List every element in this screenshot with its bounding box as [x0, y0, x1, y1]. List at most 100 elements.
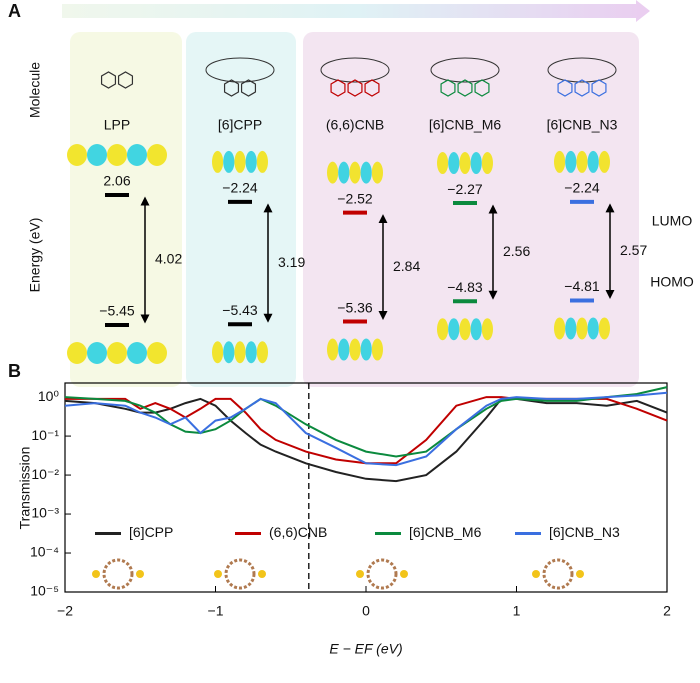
- orbital-lobe: [437, 152, 449, 175]
- orbital-lobe: [256, 150, 268, 173]
- category-label: (6,6)CNB: [326, 117, 384, 133]
- molecule-ring-outline: [547, 57, 617, 83]
- orbital-lobe: [565, 317, 577, 340]
- molecule-ring-outline: [320, 57, 390, 83]
- orbital-lobe: [587, 317, 599, 340]
- legend-label: [6]CNB_M6: [409, 524, 482, 540]
- orbital-lobe: [371, 161, 383, 184]
- molecule-ring: [347, 79, 363, 97]
- molecule-ring: [440, 79, 456, 97]
- level-label: −5.43: [222, 302, 258, 318]
- orbital-lobe: [87, 342, 107, 364]
- orbital-lobe: [256, 341, 268, 364]
- category-label: [6]CPP: [218, 117, 262, 133]
- y-axis-label: Transmission: [17, 447, 33, 530]
- orbital-lobe: [371, 338, 383, 361]
- orbital-lobe: [212, 150, 224, 173]
- orbital-lobe: [598, 150, 611, 173]
- molecule-ring: [574, 79, 590, 97]
- orbital-lobe: [470, 152, 482, 175]
- orbital-lobe: [448, 318, 460, 341]
- orbital-lobe: [327, 338, 339, 361]
- level-label: −2.27: [447, 181, 483, 197]
- orbital-lobe: [107, 144, 127, 166]
- molecule-ring: [223, 79, 240, 97]
- structure-lead: [258, 570, 266, 578]
- panel-bg: [70, 32, 182, 387]
- gap-label: 4.02: [155, 251, 182, 267]
- legend-label: (6,6)CNB: [269, 524, 327, 540]
- level-label: −4.81: [564, 278, 600, 294]
- category-label: LPP: [104, 117, 130, 133]
- gap-label: 2.56: [503, 243, 530, 259]
- gap-label: 2.84: [393, 258, 420, 274]
- molecule-ring: [457, 79, 473, 97]
- orbital-lobe: [212, 341, 224, 364]
- orbital-lobe: [360, 338, 372, 361]
- gap-label: 2.57: [620, 242, 647, 258]
- orbital-lobe: [127, 342, 147, 364]
- transmission-line: [64, 397, 668, 483]
- level-label: −2.24: [222, 180, 258, 196]
- level-label: −5.36: [337, 299, 373, 315]
- x-tick-label: 1: [513, 603, 521, 619]
- molecule-ring-outline: [205, 57, 275, 83]
- orbital-lobe: [576, 150, 588, 173]
- row-label: Molecule: [27, 62, 43, 118]
- orbital-lobe: [360, 161, 372, 184]
- orbital-lobe: [223, 150, 235, 173]
- y-tick-label: 10⁰: [38, 388, 60, 404]
- orbital-lobe: [107, 342, 127, 364]
- molecule-ring: [364, 79, 380, 97]
- molecule-ring: [557, 79, 573, 97]
- molecule-ring: [330, 79, 346, 97]
- orbital-lobe: [481, 152, 493, 175]
- gradient-arrow: [62, 0, 650, 22]
- orbital-lobe: [459, 152, 471, 175]
- category-label: [6]CNB_M6: [429, 117, 502, 133]
- molecule-ring-outline: [430, 57, 500, 83]
- structure-lead: [400, 570, 408, 578]
- orbital-lobe: [245, 150, 257, 173]
- legend-label: [6]CNB_N3: [549, 524, 620, 540]
- orbital-lobe: [234, 341, 246, 364]
- level-label: 2.06: [103, 173, 130, 189]
- molecule-ring: [474, 79, 490, 97]
- transmission-line: [64, 386, 668, 458]
- orbital-lobe: [234, 150, 246, 173]
- orbital-lobe: [470, 318, 482, 341]
- orbital-lobe: [349, 161, 361, 184]
- transmission-line: [65, 396, 668, 465]
- structure-lead: [92, 570, 100, 578]
- x-tick-label: 0: [362, 603, 370, 619]
- row-label: Energy (eV): [27, 218, 43, 293]
- molecule-ring: [240, 79, 257, 97]
- y-tick-label: 10⁻²: [31, 466, 59, 482]
- panel-label: B: [8, 361, 21, 381]
- orbital-lobe: [349, 338, 361, 361]
- molecule-ring: [591, 79, 607, 97]
- level-name: HOMO: [650, 274, 694, 290]
- molecule-ring: [100, 71, 117, 89]
- level-label: −5.45: [99, 303, 135, 319]
- orbital-lobe: [338, 338, 350, 361]
- structure-ring: [366, 558, 398, 590]
- orbital-lobe: [587, 150, 599, 173]
- structure-ring: [102, 558, 134, 590]
- orbital-lobe: [576, 317, 588, 340]
- level-name: LUMO: [652, 213, 693, 229]
- plot-frame: [64, 382, 668, 593]
- structure-lead: [214, 570, 222, 578]
- orbital-lobe: [67, 342, 87, 364]
- y-tick-label: 10⁻³: [31, 505, 59, 521]
- structure-lead: [576, 570, 584, 578]
- y-tick-label: 10⁻¹: [31, 427, 59, 443]
- structure-lead: [532, 570, 540, 578]
- molecule-ring: [117, 71, 134, 89]
- orbital-lobe: [437, 318, 449, 341]
- structure-lead: [136, 570, 144, 578]
- x-tick-label: −1: [208, 603, 224, 619]
- panel-label: A: [8, 1, 21, 21]
- x-axis-label: E − EF (eV): [329, 641, 402, 657]
- structure-lead: [356, 570, 364, 578]
